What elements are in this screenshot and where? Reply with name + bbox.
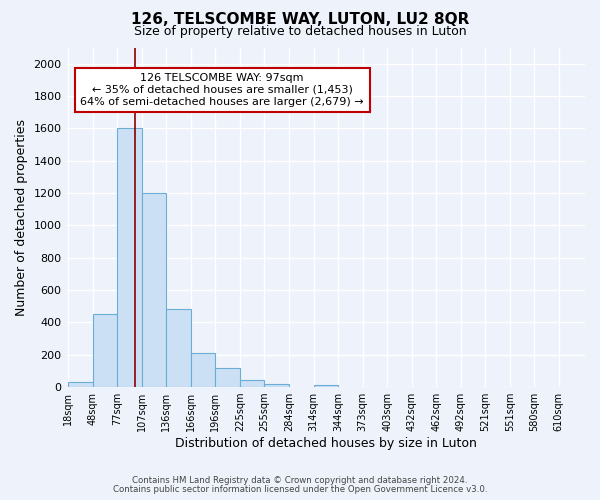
Bar [166, 310, 191, 387]
Y-axis label: Number of detached properties: Number of detached properties [15, 119, 28, 316]
Bar [142, 193, 166, 387]
Text: 126 TELSCOMBE WAY: 97sqm
← 35% of detached houses are smaller (1,453)
64% of sem: 126 TELSCOMBE WAY: 97sqm ← 35% of detach… [80, 74, 364, 106]
Bar [93, 314, 117, 387]
Text: 126, TELSCOMBE WAY, LUTON, LU2 8QR: 126, TELSCOMBE WAY, LUTON, LU2 8QR [131, 12, 469, 28]
Text: Size of property relative to detached houses in Luton: Size of property relative to detached ho… [134, 25, 466, 38]
Text: Contains HM Land Registry data © Crown copyright and database right 2024.: Contains HM Land Registry data © Crown c… [132, 476, 468, 485]
Bar [265, 384, 289, 387]
X-axis label: Distribution of detached houses by size in Luton: Distribution of detached houses by size … [175, 437, 477, 450]
Bar [191, 353, 215, 387]
Bar [240, 380, 265, 387]
Bar [117, 128, 142, 387]
Text: Contains public sector information licensed under the Open Government Licence v3: Contains public sector information licen… [113, 484, 487, 494]
Bar [215, 368, 240, 387]
Bar [314, 384, 338, 387]
Bar [68, 382, 93, 387]
